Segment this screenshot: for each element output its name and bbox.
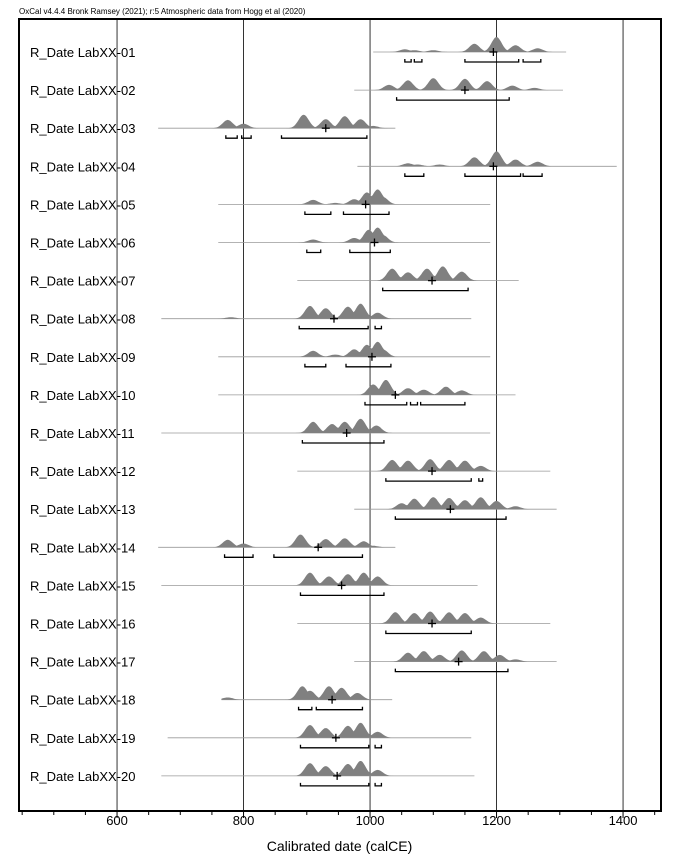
hpd-bracket — [315, 706, 364, 711]
hpd-bracket — [385, 630, 472, 635]
hpd-bracket — [404, 59, 412, 63]
hpd-bracket — [299, 782, 370, 787]
x-tick-label: 1200 — [482, 813, 511, 828]
hpd-bracket — [395, 97, 510, 101]
density-area — [167, 722, 472, 738]
hpd-bracket — [364, 401, 408, 406]
hpd-bracket — [299, 592, 385, 597]
density-area — [221, 686, 393, 700]
hpd-bracket — [374, 325, 383, 330]
hpd-bracket — [409, 401, 419, 406]
series-label: R_Date LabXX-11 — [30, 426, 135, 441]
series-label: R_Date LabXX-01 — [30, 45, 136, 60]
density-area — [161, 303, 472, 319]
x-tick-label: 800 — [233, 813, 255, 828]
series-label: R_Date LabXX-05 — [30, 197, 136, 212]
hpd-bracket — [304, 211, 332, 216]
density-area — [373, 37, 567, 52]
hpd-bracket — [419, 401, 466, 406]
series-label: R_Date LabXX-10 — [30, 388, 136, 403]
hpd-bracket — [385, 478, 472, 482]
hpd-bracket — [298, 325, 369, 330]
x-axis-label: Calibrated date (calCE) — [266, 838, 413, 854]
hpd-bracket — [273, 554, 364, 558]
density-area — [354, 78, 563, 91]
hpd-bracket — [394, 516, 507, 520]
series-label: R_Date LabXX-03 — [30, 121, 136, 136]
series-label: R_Date LabXX-06 — [30, 236, 136, 251]
density-area — [158, 534, 396, 548]
hpd-bracket — [522, 173, 543, 177]
x-tick-label: 600 — [106, 813, 128, 828]
hpd-bracket — [349, 249, 391, 254]
series-label: R_Date LabXX-07 — [30, 274, 136, 289]
series-label: R_Date LabXX-18 — [30, 693, 136, 708]
hpd-bracket — [404, 173, 425, 177]
hpd-bracket — [522, 59, 542, 63]
density-area — [161, 572, 478, 586]
density-area — [218, 189, 491, 205]
chart-header: OxCal v4.4.4 Bronk Ramsey (2021); r:5 At… — [19, 7, 306, 16]
series-label: R_Date LabXX-13 — [30, 502, 136, 517]
series-label: R_Date LabXX-19 — [30, 731, 136, 746]
hpd-bracket — [374, 744, 383, 749]
hpd-bracket — [464, 173, 522, 177]
series-label: R_Date LabXX-04 — [30, 159, 136, 174]
density-area — [161, 418, 491, 433]
hpd-bracket — [345, 363, 392, 368]
density-area — [357, 151, 617, 167]
hpd-bracket — [225, 135, 238, 139]
series-label: R_Date LabXX-12 — [30, 464, 136, 479]
hpd-bracket — [223, 554, 254, 558]
hpd-bracket — [413, 59, 423, 63]
density-area — [158, 114, 396, 129]
density-area — [297, 266, 519, 281]
hpd-bracket — [374, 782, 383, 787]
density-area — [354, 497, 557, 510]
hpd-bracket — [280, 135, 368, 139]
density-area — [354, 650, 557, 662]
series-label: R_Date LabXX-20 — [30, 769, 136, 784]
density-area — [218, 227, 491, 243]
density-area — [218, 341, 491, 357]
series-label: R_Date LabXX-08 — [30, 312, 136, 327]
plot-frame — [18, 18, 662, 812]
hpd-bracket — [299, 744, 370, 749]
series-label: R_Date LabXX-09 — [30, 350, 136, 365]
hpd-bracket — [382, 287, 469, 292]
density-area — [297, 459, 551, 472]
density-area — [297, 611, 551, 624]
density-area — [218, 380, 516, 395]
series-label: R_Date LabXX-14 — [30, 540, 136, 555]
hpd-bracket — [304, 363, 327, 368]
x-tick-label: 1400 — [609, 813, 638, 828]
hpd-bracket — [464, 59, 520, 63]
series-label: R_Date LabXX-16 — [30, 617, 136, 632]
series-label: R_Date LabXX-02 — [30, 83, 136, 98]
series-label: R_Date LabXX-17 — [30, 655, 136, 670]
density-area — [161, 761, 475, 776]
hpd-bracket — [342, 211, 390, 216]
series-label: R_Date LabXX-15 — [30, 578, 136, 593]
hpd-bracket — [306, 249, 322, 254]
hpd-bracket — [478, 478, 484, 482]
hpd-bracket — [301, 440, 385, 444]
hpd-bracket — [240, 135, 252, 139]
x-tick-label: 1000 — [356, 813, 385, 828]
hpd-bracket — [297, 706, 313, 711]
hpd-bracket — [394, 668, 509, 673]
